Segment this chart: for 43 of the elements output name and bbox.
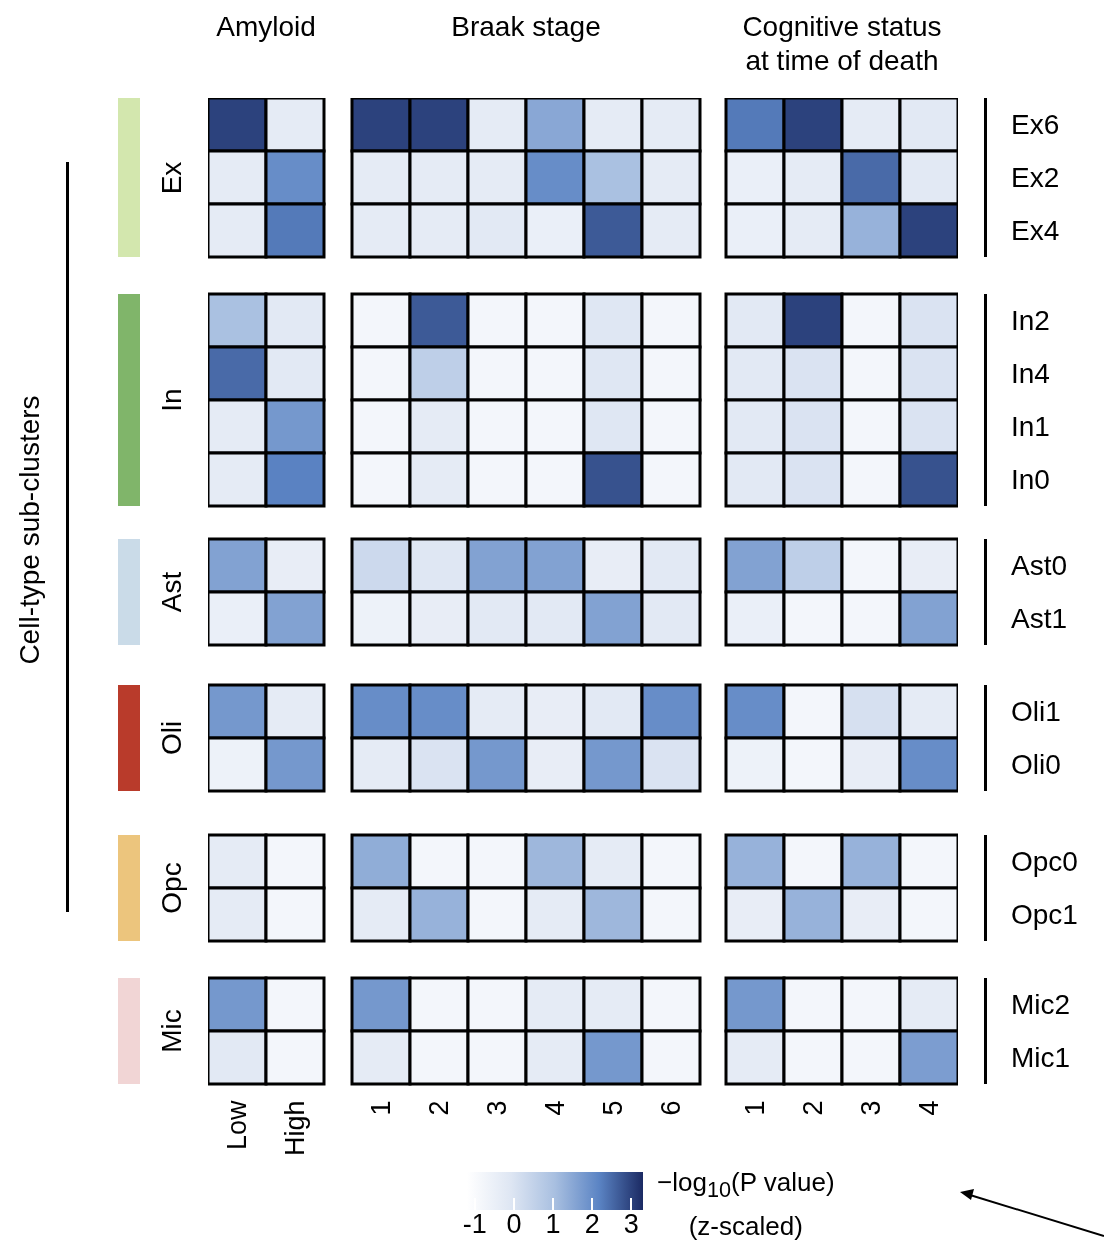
text: Oli (156, 720, 188, 756)
text: Cell-type sub-clusters (14, 395, 46, 665)
x-tick-label: 5 (597, 1100, 628, 1116)
color-bar-label: 1 (545, 1208, 561, 1240)
text: Ex (156, 161, 188, 194)
y-tick-label: In0 (1011, 464, 1050, 496)
text: Braak stage (451, 10, 601, 44)
y-tick-label: Ex2 (1011, 162, 1060, 194)
x-tick-label: 2 (423, 1100, 454, 1116)
x-tick-label: Low (221, 1099, 252, 1150)
color-bar-title: −log$_{10}$(P value) (z-scaled) (657, 1166, 835, 1244)
y-tick-label: Opc1 (1011, 899, 1078, 931)
text: Cognitive status at time of death (742, 10, 942, 78)
y-tick-label: Ast0 (1011, 550, 1068, 582)
y-tick-label: In1 (1011, 411, 1050, 443)
x-tick-label: 1 (365, 1100, 396, 1116)
x-tick-label: 1 (739, 1100, 770, 1116)
text: Opc (156, 862, 188, 914)
x-tick-label: 3 (481, 1100, 512, 1116)
text: Mic (156, 1009, 188, 1053)
color-bar-label: 3 (623, 1208, 639, 1240)
x-tick-label: 4 (539, 1100, 570, 1116)
x-tick-label: 2 (797, 1100, 828, 1116)
text: Amyloid (216, 10, 316, 44)
y-tick-label: Mic1 (1011, 1042, 1071, 1074)
y-tick-label: Oli0 (1011, 749, 1061, 781)
y-tick-label: Ex4 (1011, 215, 1060, 247)
y-tick-label: Mic2 (1011, 989, 1071, 1021)
x-tick-label: High (279, 1100, 310, 1156)
x-tick-label: 6 (655, 1100, 686, 1116)
y-tick-label: In2 (1011, 305, 1050, 337)
y-tick-label: Ast1 (1011, 603, 1068, 635)
y-tick-label: Oli1 (1011, 696, 1061, 728)
y-tick-label: In4 (1011, 358, 1050, 390)
color-bar-label: 2 (584, 1208, 600, 1240)
color-bar-label: -1 (462, 1208, 487, 1240)
text: In (156, 388, 188, 412)
x-tick-label: 4 (913, 1100, 944, 1116)
text: Ast (156, 571, 188, 613)
x-tick-label: 3 (855, 1100, 886, 1116)
color-bar-label: 0 (506, 1208, 522, 1240)
y-tick-label: Opc0 (1011, 846, 1078, 878)
y-tick-label: Ex6 (1011, 109, 1060, 141)
